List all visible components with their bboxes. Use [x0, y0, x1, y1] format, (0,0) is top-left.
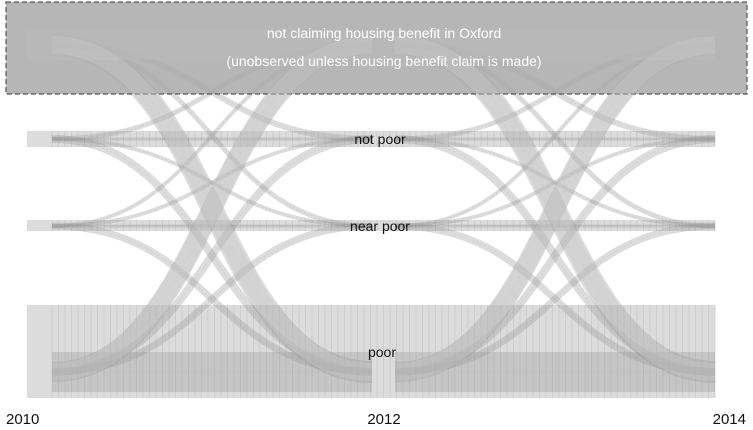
flow-path	[51, 222, 373, 376]
year-2012: 2012	[367, 411, 400, 428]
state-bands	[27, 131, 715, 398]
year-2010: 2010	[6, 411, 39, 428]
flow-path	[51, 222, 373, 376]
flow-path	[394, 222, 716, 376]
flow-path-edge	[51, 138, 373, 227]
flow-path-over-box	[394, 36, 716, 381]
unobserved-title: not claiming housing benefit in Oxford	[267, 25, 501, 41]
unobserved-subtitle: (unobserved unless housing benefit claim…	[226, 53, 541, 69]
flow-path-edge	[51, 225, 373, 373]
flow-path	[51, 137, 373, 228]
flow-path-edge	[394, 138, 716, 227]
flow-path-edge	[394, 225, 716, 373]
flow-path	[394, 135, 716, 376]
band-near-poor	[27, 220, 715, 231]
label-near-poor: near poor	[350, 218, 410, 234]
band-hatching	[51, 131, 716, 398]
year-2014: 2014	[713, 411, 746, 428]
flow-path-edge	[51, 44, 373, 140]
band-not-poor	[27, 131, 715, 147]
flow-path-edge	[51, 138, 373, 227]
flow-path	[51, 137, 373, 228]
flow-path-edge	[394, 44, 716, 140]
flow-path	[394, 137, 716, 228]
flow-path	[394, 222, 716, 376]
flow-path-over-box	[51, 36, 373, 381]
flow-path	[394, 137, 716, 228]
label-poor: poor	[368, 344, 396, 360]
flow-path-edge	[394, 138, 716, 227]
band-unobserved	[27, 30, 715, 60]
flow-path	[51, 135, 373, 376]
flow-path	[394, 135, 716, 376]
flow-path-edge	[51, 225, 373, 373]
flow-path-edge	[394, 225, 716, 373]
band-poor	[27, 305, 715, 398]
label-not-poor: not poor	[354, 131, 406, 147]
flow-path	[51, 135, 373, 376]
flow-path-over-box	[51, 36, 373, 381]
flow-path-over-box	[394, 36, 716, 381]
unobserved-flows	[27, 30, 716, 381]
